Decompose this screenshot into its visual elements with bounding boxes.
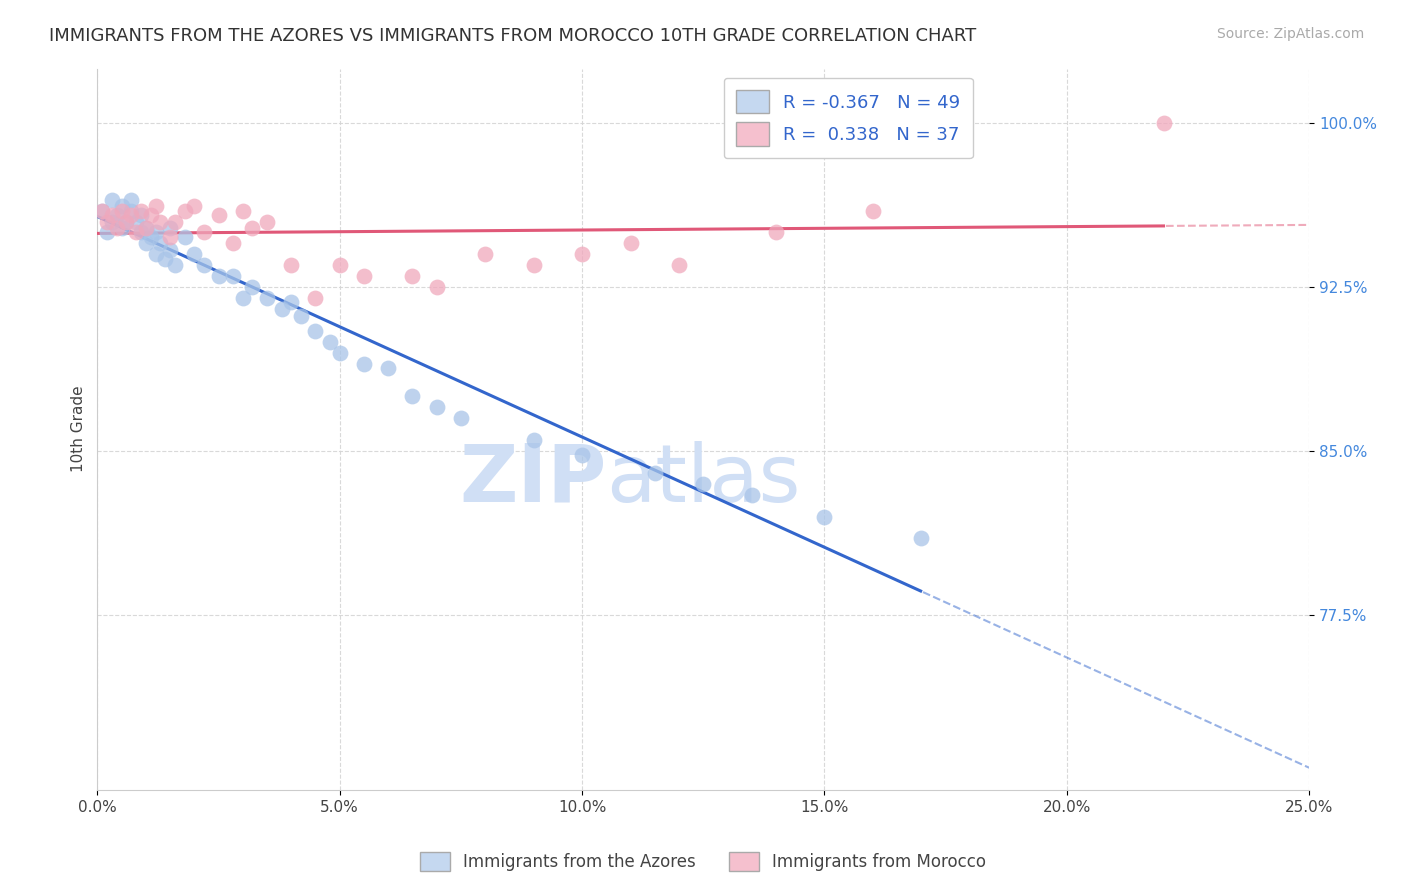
Point: [183, 199, 205, 213]
Point: [353, 269, 375, 284]
Point: [120, 193, 142, 207]
Point: [426, 401, 449, 415]
Point: [765, 226, 787, 240]
Point: [280, 258, 302, 272]
Point: [523, 433, 546, 447]
Point: [115, 214, 138, 228]
Point: [96, 226, 118, 240]
Point: [242, 221, 264, 235]
Point: [149, 236, 172, 251]
Point: [329, 258, 352, 272]
Point: [242, 280, 264, 294]
Point: [668, 258, 690, 272]
Point: [256, 214, 278, 228]
Point: [155, 252, 177, 266]
Point: [910, 532, 932, 546]
Point: [159, 221, 181, 235]
Legend: R = -0.367   N = 49, R =  0.338   N = 37: R = -0.367 N = 49, R = 0.338 N = 37: [724, 78, 973, 158]
Point: [426, 280, 449, 294]
Point: [125, 214, 148, 228]
Point: [135, 221, 157, 235]
Point: [101, 208, 124, 222]
Point: [619, 236, 641, 251]
Point: [270, 301, 292, 316]
Point: [110, 221, 132, 235]
Point: [135, 236, 157, 251]
Point: [163, 214, 186, 228]
Text: ZIP: ZIP: [460, 441, 606, 518]
Point: [105, 221, 128, 235]
Point: [163, 258, 186, 272]
Legend: Immigrants from the Azores, Immigrants from Morocco: Immigrants from the Azores, Immigrants f…: [412, 843, 994, 880]
Point: [193, 258, 215, 272]
Point: [280, 295, 302, 310]
Point: [207, 269, 229, 284]
Point: [149, 214, 172, 228]
Point: [401, 269, 423, 284]
Point: [135, 221, 157, 235]
Point: [644, 466, 666, 480]
Point: [145, 199, 167, 213]
Point: [145, 247, 167, 261]
Point: [110, 199, 132, 213]
Point: [129, 203, 152, 218]
Text: Source: ZipAtlas.com: Source: ZipAtlas.com: [1216, 27, 1364, 41]
Point: [125, 226, 148, 240]
Point: [173, 230, 195, 244]
Point: [145, 226, 167, 240]
Y-axis label: 10th Grade: 10th Grade: [72, 386, 86, 473]
Point: [110, 203, 132, 218]
Point: [304, 291, 326, 305]
Point: [91, 203, 114, 218]
Point: [159, 243, 181, 257]
Point: [129, 226, 152, 240]
Point: [159, 230, 181, 244]
Text: atlas: atlas: [606, 441, 800, 518]
Point: [129, 208, 152, 222]
Point: [222, 236, 245, 251]
Point: [862, 203, 884, 218]
Point: [232, 291, 254, 305]
Point: [101, 214, 124, 228]
Point: [101, 193, 124, 207]
Point: [353, 357, 375, 371]
Point: [222, 269, 245, 284]
Point: [207, 208, 229, 222]
Point: [571, 247, 593, 261]
Text: IMMIGRANTS FROM THE AZORES VS IMMIGRANTS FROM MOROCCO 10TH GRADE CORRELATION CHA: IMMIGRANTS FROM THE AZORES VS IMMIGRANTS…: [49, 27, 976, 45]
Point: [401, 389, 423, 403]
Point: [256, 291, 278, 305]
Point: [474, 247, 496, 261]
Point: [120, 203, 142, 218]
Point: [377, 361, 399, 376]
Point: [741, 488, 763, 502]
Point: [319, 334, 342, 349]
Point: [692, 476, 714, 491]
Point: [450, 411, 472, 425]
Point: [523, 258, 546, 272]
Point: [105, 208, 128, 222]
Point: [183, 247, 205, 261]
Point: [139, 230, 162, 244]
Point: [232, 203, 254, 218]
Point: [115, 214, 138, 228]
Point: [304, 324, 326, 338]
Point: [329, 345, 352, 359]
Point: [91, 203, 114, 218]
Point: [1153, 116, 1175, 130]
Point: [173, 203, 195, 218]
Point: [813, 509, 835, 524]
Point: [571, 449, 593, 463]
Point: [290, 309, 312, 323]
Point: [120, 208, 142, 222]
Point: [193, 226, 215, 240]
Point: [96, 214, 118, 228]
Point: [139, 208, 162, 222]
